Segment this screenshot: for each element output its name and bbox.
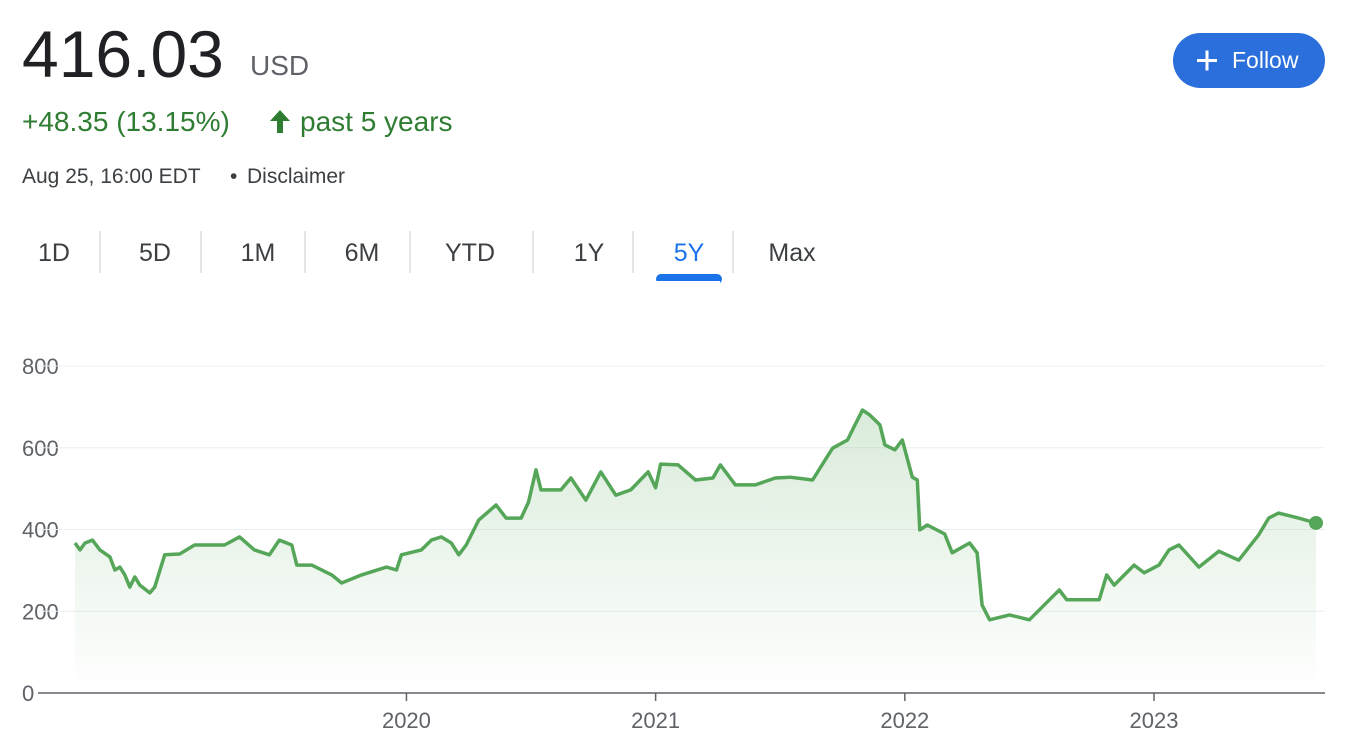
last-point — [1309, 515, 1323, 530]
tab[interactable]: Max — [768, 239, 816, 267]
area — [75, 410, 1316, 693]
x-tick-label: 2022 — [880, 708, 929, 733]
tab-indicator-mask — [640, 281, 720, 287]
tab[interactable]: YTD — [445, 239, 495, 267]
disclaimer[interactable]: Disclaimer — [247, 165, 345, 188]
x-tick-label: 2020 — [382, 708, 431, 733]
y-tick-label: 0 — [22, 681, 34, 706]
x-tick-label: 2021 — [631, 708, 680, 733]
x-tick-label: 2023 — [1130, 708, 1179, 733]
change: +48.35 (13.15%) — [22, 106, 230, 137]
currency: USD — [250, 50, 309, 81]
plus-icon — [1197, 50, 1217, 71]
timestamp: Aug 25, 16:00 EDT — [22, 165, 201, 188]
up-arrow — [270, 110, 290, 133]
period: past 5 years — [300, 106, 453, 137]
price-line — [73, 408, 1317, 622]
tab[interactable]: 1M — [241, 239, 276, 267]
tab[interactable]: 1Y — [574, 239, 605, 267]
tab[interactable]: 1D — [38, 239, 70, 267]
tab[interactable]: 5D — [139, 239, 171, 267]
follow-label: Follow — [1232, 47, 1299, 73]
tab[interactable]: 6M — [345, 239, 380, 267]
tab[interactable]: 5Y — [674, 239, 705, 267]
price: 416.03 — [22, 17, 224, 91]
follow-bg — [1173, 33, 1325, 88]
follow-button[interactable]: Follow — [1173, 33, 1325, 88]
separator: • — [230, 165, 237, 188]
